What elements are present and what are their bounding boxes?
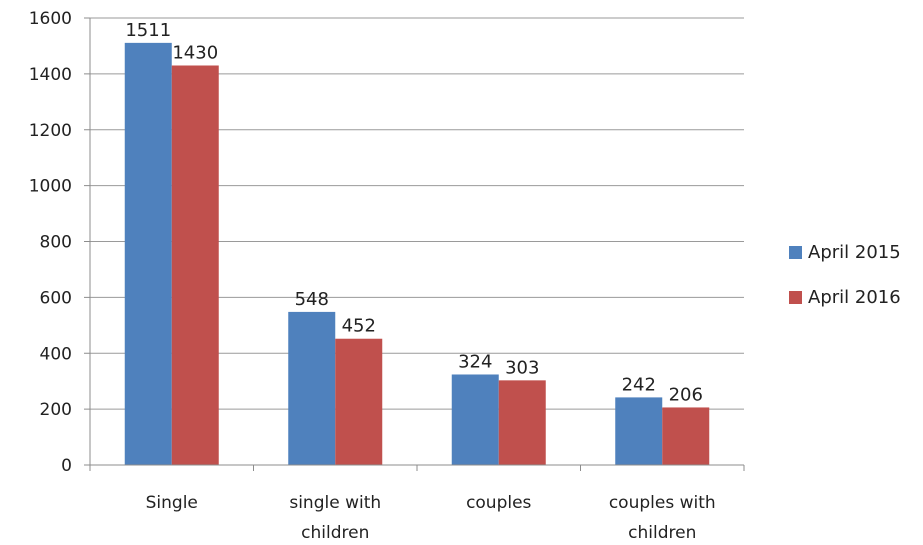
legend-swatch [789,246,802,259]
legend: April 2015 April 2016 [789,242,901,308]
bars [124,42,710,466]
x-tick-label: couples with [609,493,716,513]
y-tick-label: 200 [40,400,72,420]
legend-label: April 2016 [808,287,901,308]
x-axis: Single single with children couples couples … [89,464,745,543]
data-label: 1430 [172,42,218,63]
data-label: 206 [669,384,703,405]
x-tick-label: Single [146,493,198,513]
x-tick-label: single with [289,493,381,513]
bar [171,65,219,466]
data-label: 548 [295,289,329,310]
bar [615,397,663,465]
data-label: 452 [342,316,376,337]
y-tick-label: 1400 [29,65,72,85]
y-tick-label: 400 [40,344,72,364]
y-tick-label: 600 [40,288,72,308]
bar [288,311,336,465]
bar [124,42,172,465]
y-tick-label: 0 [61,456,72,476]
legend-label: April 2015 [808,242,901,263]
y-tick-label: 1000 [29,177,72,197]
x-tick-label: children [628,523,696,543]
data-label: 242 [622,374,656,395]
y-tick-label: 1200 [29,121,72,141]
bar [451,374,499,465]
bar [662,407,710,465]
y-axis: 0 200 400 600 800 1000 1200 1400 1600 [29,9,91,476]
x-tick-label: couples [466,493,531,513]
y-tick-label: 1600 [29,9,72,29]
bar [335,338,383,465]
data-label: 303 [505,357,539,378]
y-tick-label: 800 [40,233,72,253]
x-tick-label: children [301,523,369,543]
legend-swatch [789,291,802,304]
data-label: 324 [458,351,492,372]
bar [498,380,546,465]
data-label: 1511 [125,20,171,41]
